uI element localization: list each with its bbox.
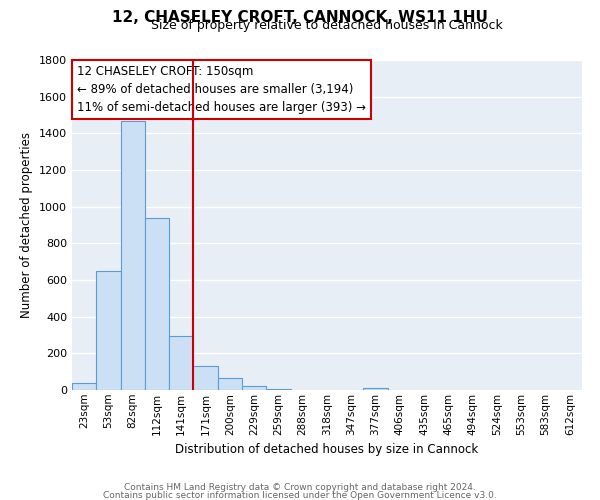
Text: Contains HM Land Registry data © Crown copyright and database right 2024.: Contains HM Land Registry data © Crown c… bbox=[124, 483, 476, 492]
Bar bbox=[242, 386, 266, 390]
Bar bbox=[364, 388, 388, 390]
Title: Size of property relative to detached houses in Cannock: Size of property relative to detached ho… bbox=[151, 20, 503, 32]
Bar bbox=[169, 336, 193, 390]
Bar bbox=[96, 271, 121, 390]
X-axis label: Distribution of detached houses by size in Cannock: Distribution of detached houses by size … bbox=[175, 443, 479, 456]
Bar bbox=[218, 378, 242, 390]
Text: 12, CHASELEY CROFT, CANNOCK, WS11 1HU: 12, CHASELEY CROFT, CANNOCK, WS11 1HU bbox=[112, 10, 488, 25]
Bar bbox=[72, 382, 96, 390]
Y-axis label: Number of detached properties: Number of detached properties bbox=[20, 132, 34, 318]
Text: Contains public sector information licensed under the Open Government Licence v3: Contains public sector information licen… bbox=[103, 490, 497, 500]
Bar bbox=[121, 120, 145, 390]
Bar bbox=[145, 218, 169, 390]
Bar bbox=[193, 366, 218, 390]
Bar bbox=[266, 389, 290, 390]
Text: 12 CHASELEY CROFT: 150sqm
← 89% of detached houses are smaller (3,194)
11% of se: 12 CHASELEY CROFT: 150sqm ← 89% of detac… bbox=[77, 65, 366, 114]
